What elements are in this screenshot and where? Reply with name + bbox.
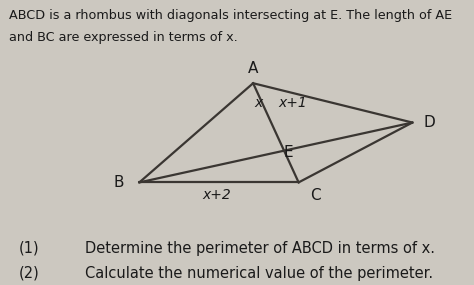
Text: Calculate the numerical value of the perimeter.: Calculate the numerical value of the per… xyxy=(85,266,433,281)
Text: Determine the perimeter of ABCD in terms of x.: Determine the perimeter of ABCD in terms… xyxy=(85,241,435,256)
Text: A: A xyxy=(248,61,258,76)
Text: and BC are expressed in terms of x.: and BC are expressed in terms of x. xyxy=(9,31,238,44)
Text: (2): (2) xyxy=(19,266,40,281)
Text: D: D xyxy=(424,115,436,130)
Text: x+2: x+2 xyxy=(203,188,231,202)
Text: E: E xyxy=(283,145,293,160)
Text: ABCD is a rhombus with diagonals intersecting at E. The length of AE: ABCD is a rhombus with diagonals interse… xyxy=(9,9,453,22)
Text: B: B xyxy=(114,175,124,190)
Text: x+1: x+1 xyxy=(279,96,307,110)
Text: (1): (1) xyxy=(19,241,40,256)
Text: x: x xyxy=(255,96,263,110)
Text: C: C xyxy=(310,188,320,203)
